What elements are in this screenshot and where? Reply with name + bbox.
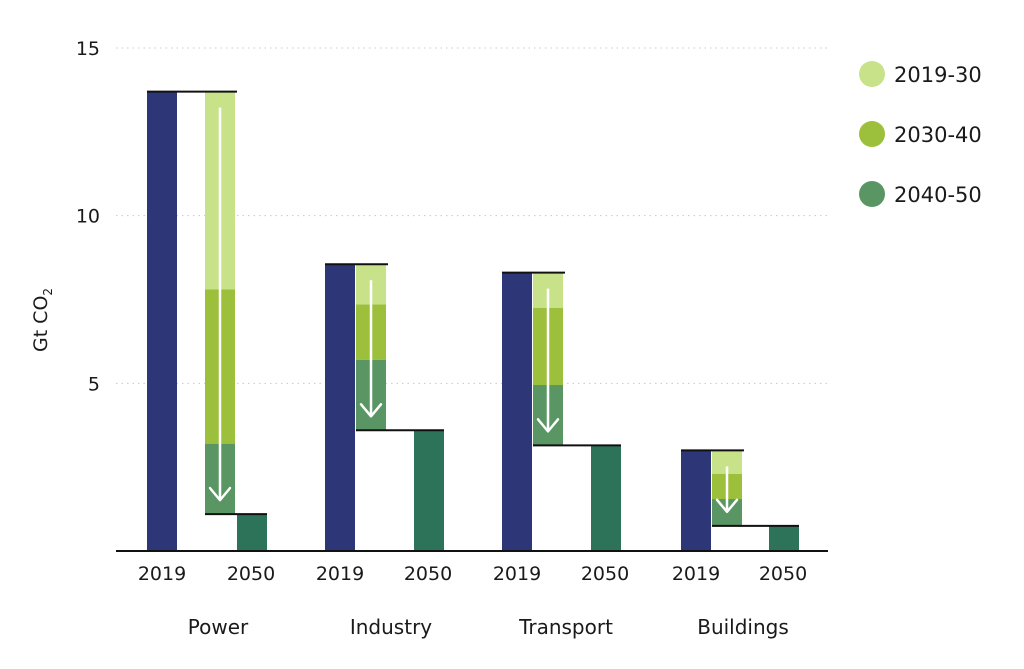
bar-transport-2019: [502, 272, 532, 551]
x-label-power-2050: 2050: [227, 563, 275, 585]
x-label-buildings-2019: 2019: [672, 563, 720, 585]
bar-transport-2050: [591, 445, 621, 551]
arrow-head-transport: [536, 418, 560, 433]
legend-swatch-2030-40: [859, 121, 885, 147]
bar-power-2019: [147, 91, 177, 552]
x-label-transport-2019: 2019: [493, 563, 541, 585]
bars: [147, 91, 799, 552]
x-label-power-2019: 2019: [138, 563, 186, 585]
legend-label-2040-50: 2040-50: [894, 183, 982, 207]
arrow-head-power: [208, 486, 232, 502]
legend-label-2030-40: 2030-40: [894, 123, 982, 147]
legend-swatch-2019-30: [859, 61, 885, 87]
y-tick-label: 10: [76, 206, 100, 228]
y-tick-labels: 5 10 15: [76, 38, 100, 395]
legend-swatch-2040-50: [859, 181, 885, 207]
bar-power-2050: [237, 514, 267, 551]
sector-label-power: Power: [188, 615, 249, 639]
x-label-industry-2019: 2019: [316, 563, 364, 585]
reduction-arrows: [208, 107, 739, 514]
sector-label-industry: Industry: [350, 615, 432, 639]
legend-label-2019-30: 2019-30: [894, 63, 982, 87]
bar-buildings-2019: [681, 450, 711, 551]
bar-industry-2019: [325, 264, 355, 551]
bar-buildings-2050: [769, 525, 799, 551]
x-label-industry-2050: 2050: [404, 563, 452, 585]
bar-industry-2050: [414, 430, 444, 551]
arrow-head-buildings: [715, 498, 739, 514]
x-labels: 2019 2050 Power 2019 2050 Industry 2019 2050 Tra…: [138, 563, 807, 639]
x-label-transport-2050: 2050: [581, 563, 629, 585]
x-label-buildings-2050: 2050: [759, 563, 807, 585]
arrow-head-industry: [359, 403, 383, 418]
y-tick-label: 5: [88, 373, 100, 395]
sector-label-transport: Transport: [518, 615, 613, 639]
legend: 2019-30 2030-40 2040-50: [859, 61, 982, 207]
connector-lines: [147, 90, 799, 527]
y-tick-label: 15: [76, 38, 100, 60]
sector-label-buildings: Buildings: [697, 615, 789, 639]
segment-buildings-2019-30: [712, 450, 742, 474]
y-axis-title: Gt CO2: [30, 288, 55, 352]
